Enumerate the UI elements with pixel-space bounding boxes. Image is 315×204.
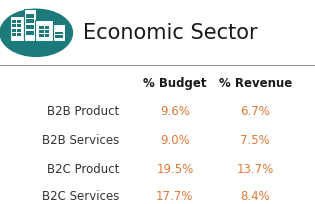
Text: 7.5%: 7.5% [240, 133, 270, 146]
Bar [44, 35, 49, 38]
Bar [30, 20, 34, 24]
Bar [26, 15, 30, 18]
Bar [39, 31, 44, 34]
Text: 9.0%: 9.0% [160, 133, 190, 146]
Bar [36, 20, 53, 42]
Text: Economic Sector: Economic Sector [83, 23, 258, 43]
Text: % Budget: % Budget [143, 76, 207, 89]
Bar [39, 35, 44, 38]
Bar [55, 33, 59, 35]
Bar [44, 27, 49, 30]
Bar [30, 32, 34, 35]
Text: 8.4%: 8.4% [240, 189, 270, 202]
Text: % Revenue: % Revenue [219, 76, 292, 89]
Bar [17, 25, 21, 28]
Bar [10, 17, 24, 42]
Circle shape [0, 10, 72, 57]
Text: B2B Services: B2B Services [43, 133, 120, 146]
Text: 13.7%: 13.7% [237, 162, 274, 175]
Bar [12, 34, 16, 37]
Bar [17, 30, 21, 32]
Bar [17, 34, 21, 37]
Text: B2B Product: B2B Product [48, 105, 120, 118]
Bar [12, 21, 16, 24]
Bar [44, 31, 49, 34]
Bar [12, 25, 16, 28]
Bar [17, 21, 21, 24]
Text: 17.7%: 17.7% [156, 189, 193, 202]
Bar [26, 32, 30, 35]
Bar [55, 36, 59, 38]
Bar [26, 26, 30, 30]
Bar [53, 24, 65, 42]
Bar [59, 33, 63, 35]
Text: 6.7%: 6.7% [240, 105, 270, 118]
Text: 9.6%: 9.6% [160, 105, 190, 118]
Bar [26, 20, 30, 24]
Bar [30, 26, 34, 30]
Bar [12, 30, 16, 32]
Text: B2C Product: B2C Product [47, 162, 120, 175]
Bar [24, 10, 36, 42]
Bar [59, 36, 63, 38]
Text: B2C Services: B2C Services [42, 189, 120, 202]
Text: 19.5%: 19.5% [156, 162, 193, 175]
Bar [30, 15, 34, 18]
Bar [39, 27, 44, 30]
